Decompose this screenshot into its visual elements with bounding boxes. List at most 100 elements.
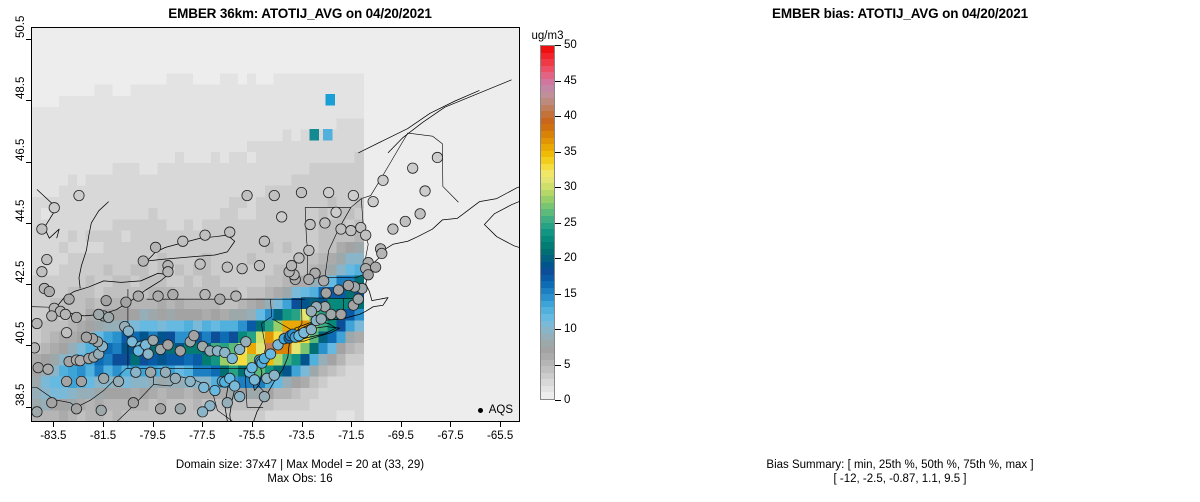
- aqs-site-marker[interactable]: [94, 309, 104, 319]
- aqs-site-marker[interactable]: [175, 404, 185, 414]
- aqs-site-marker[interactable]: [205, 401, 215, 411]
- aqs-site-marker[interactable]: [241, 337, 251, 347]
- aqs-site-marker[interactable]: [215, 294, 225, 304]
- aqs-site-marker[interactable]: [225, 227, 235, 237]
- aqs-site-marker[interactable]: [49, 203, 59, 213]
- aqs-site-marker[interactable]: [265, 349, 275, 359]
- aqs-site-marker[interactable]: [432, 152, 442, 162]
- aqs-site-marker[interactable]: [259, 236, 269, 246]
- aqs-site-marker[interactable]: [269, 370, 279, 380]
- aqs-observation-markers[interactable]: [32, 28, 519, 421]
- aqs-site-marker[interactable]: [321, 288, 331, 298]
- aqs-site-marker[interactable]: [259, 391, 269, 401]
- aqs-site-marker[interactable]: [227, 353, 237, 363]
- aqs-site-marker[interactable]: [210, 385, 220, 395]
- aqs-site-marker[interactable]: [128, 398, 138, 408]
- aqs-site-marker[interactable]: [42, 254, 52, 264]
- aqs-site-marker[interactable]: [304, 274, 314, 284]
- aqs-site-marker[interactable]: [326, 309, 336, 319]
- aqs-site-marker[interactable]: [353, 294, 363, 304]
- aqs-site-marker[interactable]: [343, 280, 353, 290]
- aqs-site-marker[interactable]: [200, 289, 210, 299]
- model-map-plot[interactable]: AQS: [31, 27, 520, 422]
- aqs-site-marker[interactable]: [71, 312, 81, 322]
- aqs-site-marker[interactable]: [43, 364, 53, 374]
- aqs-site-marker[interactable]: [195, 259, 205, 269]
- aqs-site-marker[interactable]: [408, 163, 418, 173]
- aqs-site-marker[interactable]: [74, 190, 84, 200]
- aqs-site-marker[interactable]: [61, 376, 71, 386]
- aqs-site-marker[interactable]: [32, 318, 42, 328]
- aqs-site-marker[interactable]: [153, 291, 163, 301]
- aqs-site-marker[interactable]: [222, 398, 232, 408]
- aqs-site-marker[interactable]: [60, 309, 70, 319]
- aqs-site-marker[interactable]: [333, 285, 343, 295]
- aqs-site-marker[interactable]: [237, 264, 247, 274]
- aqs-site-marker[interactable]: [148, 335, 158, 345]
- aqs-site-marker[interactable]: [61, 327, 71, 337]
- aqs-site-marker[interactable]: [254, 260, 264, 270]
- aqs-site-marker[interactable]: [127, 337, 137, 347]
- aqs-site-marker[interactable]: [323, 187, 333, 197]
- aqs-site-marker[interactable]: [168, 289, 178, 299]
- aqs-site-marker[interactable]: [81, 332, 91, 342]
- aqs-site-marker[interactable]: [361, 230, 371, 240]
- aqs-site-marker[interactable]: [32, 407, 42, 417]
- aqs-site-marker[interactable]: [348, 190, 358, 200]
- aqs-site-marker[interactable]: [199, 382, 209, 392]
- aqs-site-marker[interactable]: [220, 347, 230, 357]
- aqs-site-marker[interactable]: [44, 286, 54, 296]
- aqs-site-marker[interactable]: [234, 344, 244, 354]
- aqs-site-marker[interactable]: [247, 363, 257, 373]
- aqs-site-marker[interactable]: [305, 219, 315, 229]
- aqs-site-marker[interactable]: [234, 391, 244, 401]
- aqs-site-marker[interactable]: [163, 340, 173, 350]
- aqs-site-marker[interactable]: [242, 190, 252, 200]
- aqs-site-marker[interactable]: [131, 367, 141, 377]
- aqs-site-marker[interactable]: [231, 291, 241, 301]
- aqs-site-marker[interactable]: [155, 404, 165, 414]
- aqs-site-marker[interactable]: [277, 212, 287, 222]
- aqs-site-marker[interactable]: [316, 314, 326, 324]
- aqs-site-marker[interactable]: [47, 311, 57, 321]
- aqs-site-marker[interactable]: [96, 405, 106, 415]
- aqs-site-marker[interactable]: [415, 209, 425, 219]
- aqs-site-marker[interactable]: [37, 267, 47, 277]
- aqs-site-marker[interactable]: [319, 276, 329, 286]
- aqs-site-marker[interactable]: [64, 294, 74, 304]
- aqs-site-marker[interactable]: [370, 262, 380, 272]
- aqs-site-marker[interactable]: [189, 331, 199, 341]
- aqs-site-marker[interactable]: [286, 260, 296, 270]
- aqs-site-marker[interactable]: [99, 373, 109, 383]
- aqs-site-marker[interactable]: [133, 346, 143, 356]
- aqs-site-marker[interactable]: [336, 309, 346, 319]
- aqs-site-marker[interactable]: [101, 295, 111, 305]
- aqs-site-marker[interactable]: [320, 218, 330, 228]
- aqs-site-marker[interactable]: [138, 256, 148, 266]
- aqs-site-marker[interactable]: [230, 381, 240, 391]
- aqs-site-marker[interactable]: [121, 297, 131, 307]
- aqs-site-marker[interactable]: [331, 207, 341, 217]
- aqs-site-marker[interactable]: [160, 367, 170, 377]
- aqs-site-marker[interactable]: [37, 224, 47, 234]
- aqs-site-marker[interactable]: [145, 367, 155, 377]
- aqs-site-marker[interactable]: [296, 187, 306, 197]
- aqs-site-marker[interactable]: [222, 262, 232, 272]
- aqs-site-marker[interactable]: [363, 270, 373, 280]
- aqs-site-marker[interactable]: [185, 376, 195, 386]
- aqs-site-marker[interactable]: [113, 376, 123, 386]
- aqs-site-marker[interactable]: [33, 363, 43, 373]
- aqs-site-marker[interactable]: [32, 343, 40, 353]
- aqs-site-marker[interactable]: [336, 224, 346, 234]
- aqs-site-marker[interactable]: [304, 245, 314, 255]
- aqs-site-marker[interactable]: [346, 225, 356, 235]
- aqs-site-marker[interactable]: [123, 326, 133, 336]
- aqs-site-marker[interactable]: [143, 349, 153, 359]
- aqs-site-marker[interactable]: [178, 236, 188, 246]
- aqs-site-marker[interactable]: [163, 267, 173, 277]
- aqs-site-marker[interactable]: [200, 230, 210, 240]
- aqs-site-marker[interactable]: [150, 242, 160, 252]
- aqs-site-marker[interactable]: [269, 190, 279, 200]
- aqs-site-marker[interactable]: [175, 346, 185, 356]
- aqs-site-marker[interactable]: [47, 398, 57, 408]
